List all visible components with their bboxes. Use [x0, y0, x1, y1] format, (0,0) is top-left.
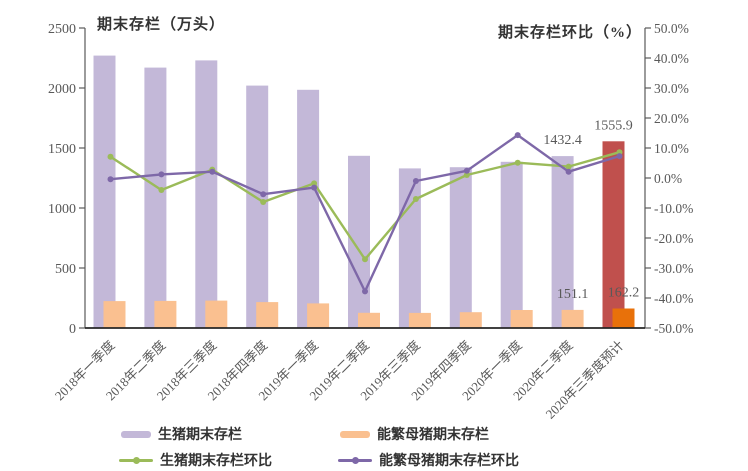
- left-axis-tick-label: 1500: [48, 142, 76, 157]
- pig-bar-swatch: [121, 430, 151, 438]
- sow-qoq-marker: [158, 171, 165, 178]
- right-axis-tick-label: 0.0%: [654, 171, 682, 186]
- bar-value-label: 1432.4: [543, 133, 582, 148]
- sow-qoq-marker: [107, 176, 114, 183]
- legend-label: 能繁母猪期末存栏: [377, 428, 489, 443]
- right-axis-tick-label: 20.0%: [654, 111, 689, 126]
- pig-inventory-bar: [297, 89, 320, 328]
- left-axis-tick-label: 2500: [48, 22, 76, 37]
- legend-item-sow-inventory: 能繁母猪期末存栏: [340, 424, 489, 444]
- pig-line-swatch: [119, 456, 153, 464]
- pig-inventory-bar: [551, 156, 574, 328]
- legend-label: 生猪期末存栏环比: [160, 454, 272, 469]
- pig-inventory-bar: [602, 141, 625, 328]
- bar-value-label: 151.1: [557, 287, 589, 302]
- right-axis-tick-label: -10.0%: [654, 201, 693, 216]
- pig-qoq-marker: [107, 153, 114, 160]
- pig-inventory-bar: [195, 60, 218, 329]
- left-axis-title: 期末存栏（万头）: [97, 17, 226, 33]
- legend-item-pig-qoq: 生猪期末存栏环比: [119, 450, 272, 470]
- left-axis-tick-label: 2000: [48, 82, 76, 97]
- sow-qoq-marker: [260, 191, 267, 198]
- pig-inventory-bar: [348, 155, 370, 328]
- sow-inventory-bar: [205, 300, 228, 328]
- legend-item-sow-qoq: 能繁母猪期末存栏环比: [338, 450, 519, 470]
- sow-qoq-marker: [514, 132, 521, 139]
- sow-qoq-marker: [362, 288, 368, 295]
- sow-qoq-marker: [311, 184, 318, 191]
- pig-qoq-marker: [362, 256, 368, 263]
- pig-inventory-bar: [500, 161, 523, 328]
- pig-qoq-marker: [158, 187, 165, 193]
- sow-inventory-bar: [154, 300, 177, 328]
- right-axis-tick-label: -30.0%: [654, 261, 693, 276]
- sow-inventory-bar: [307, 303, 330, 328]
- sow-inventory-bar: [561, 309, 584, 328]
- right-axis-tick-label: -40.0%: [654, 291, 693, 306]
- sow-qoq-marker: [209, 168, 216, 175]
- sow-inventory-bar: [510, 310, 533, 328]
- sow-inventory-bar: [256, 302, 279, 328]
- sow-line-swatch: [338, 456, 372, 464]
- right-axis-tick-label: 40.0%: [654, 51, 689, 66]
- right-axis-tick-label: 30.0%: [654, 81, 689, 96]
- right-axis-tick-label: -20.0%: [654, 231, 693, 246]
- sow-inventory-bar: [612, 308, 635, 328]
- sow-bar-swatch: [340, 430, 370, 438]
- left-axis-tick-label: 1000: [48, 202, 76, 217]
- pig-inventory-bar: [246, 85, 269, 328]
- sow-inventory-bar: [358, 312, 380, 328]
- right-axis-title: 期末存栏环比（%）: [497, 25, 642, 41]
- bar-value-label: 162.2: [608, 286, 640, 301]
- sow-qoq-marker: [616, 153, 623, 160]
- sow-inventory-bar: [103, 301, 126, 328]
- right-axis-tick-label: -50.0%: [654, 321, 693, 336]
- pig-inventory-bar: [93, 55, 116, 328]
- sow-inventory-bar: [408, 312, 431, 328]
- pig-qoq-marker: [463, 172, 470, 178]
- left-axis-tick-label: 500: [55, 262, 76, 277]
- left-axis-tick-label: 0: [69, 322, 76, 337]
- sow-inventory-bar: [459, 312, 482, 328]
- pig-qoq-marker: [412, 196, 419, 202]
- bar-value-label: 1555.9: [594, 118, 633, 133]
- sow-qoq-marker: [412, 178, 419, 184]
- right-axis-tick-label: 50.0%: [654, 21, 689, 36]
- pig-qoq-marker: [260, 199, 267, 205]
- right-axis-tick-label: 10.0%: [654, 141, 689, 156]
- pig-qoq-marker: [311, 180, 318, 187]
- pig-inventory-bar: [144, 67, 167, 328]
- legend-label: 生猪期末存栏: [158, 428, 242, 443]
- sow-qoq-marker: [463, 167, 470, 174]
- pig-qoq-marker: [514, 159, 521, 166]
- pig-qoq-marker: [565, 163, 572, 170]
- legend-label: 能繁母猪期末存栏环比: [379, 454, 519, 469]
- legend-item-pig-inventory: 生猪期末存栏: [121, 424, 242, 444]
- sow-qoq-marker: [565, 168, 572, 175]
- pig-inventory-bar: [449, 167, 472, 328]
